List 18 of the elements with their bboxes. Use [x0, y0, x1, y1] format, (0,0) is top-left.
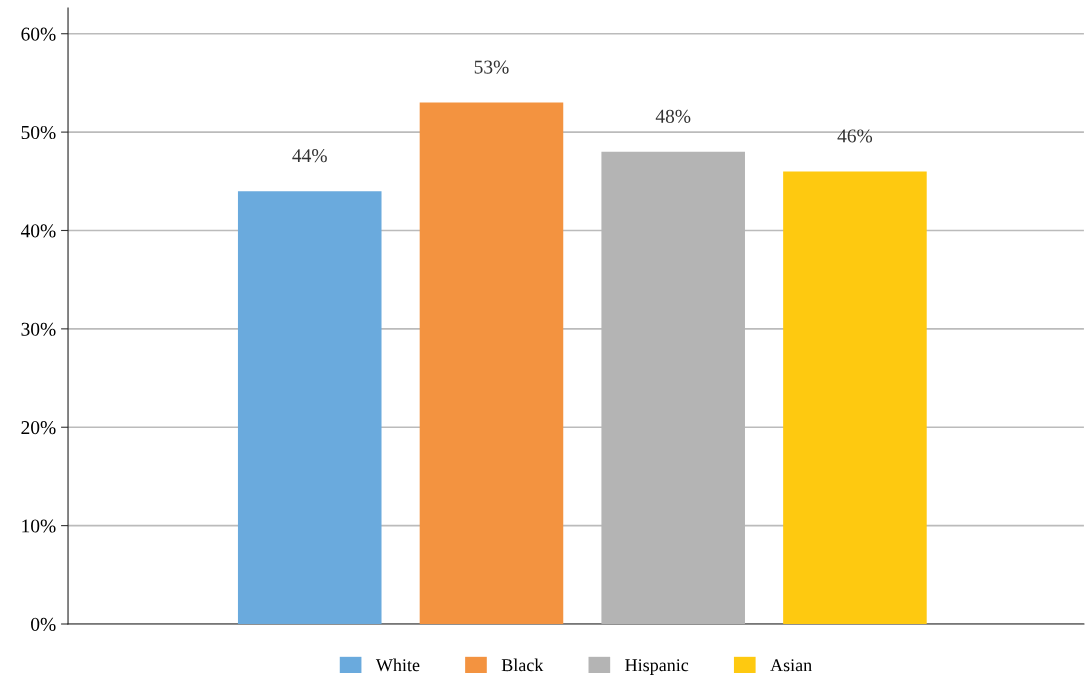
- y-tick-label: 10%: [22, 519, 56, 533]
- legend-label: Hispanic: [625, 659, 689, 675]
- y-tick-label: 50%: [21, 125, 56, 140]
- y-tick-label: 20%: [21, 421, 56, 435]
- y-tick-label: 40%: [20, 224, 56, 238]
- data-label: 44%: [292, 149, 327, 163]
- bar: [783, 171, 927, 624]
- data-label: 53%: [474, 60, 509, 74]
- y-tick-label: 0%: [31, 617, 56, 631]
- data-label: 46%: [837, 129, 873, 143]
- bar: [237, 191, 382, 624]
- legend-label: White: [375, 658, 420, 672]
- y-tick-label: 60%: [21, 27, 56, 41]
- y-tick-label: 30%: [21, 322, 56, 336]
- bar: [419, 102, 564, 624]
- legend-label: Black: [501, 658, 544, 672]
- legend-label: Asian: [770, 659, 812, 672]
- data-label: 48%: [655, 109, 691, 123]
